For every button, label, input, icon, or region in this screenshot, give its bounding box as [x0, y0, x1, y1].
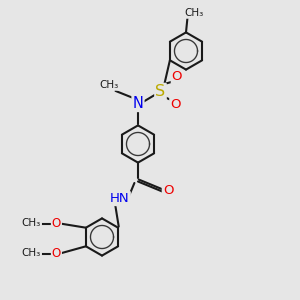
- Text: O: O: [163, 184, 173, 197]
- Text: CH₃: CH₃: [100, 80, 119, 90]
- Text: CH₃: CH₃: [22, 218, 41, 229]
- Text: S: S: [155, 84, 166, 99]
- Text: O: O: [172, 70, 182, 83]
- Text: O: O: [170, 98, 181, 112]
- Text: HN: HN: [110, 192, 130, 205]
- Text: O: O: [52, 247, 61, 260]
- Text: N: N: [133, 96, 143, 111]
- Text: CH₃: CH₃: [185, 8, 204, 18]
- Text: O: O: [52, 217, 61, 230]
- Text: CH₃: CH₃: [22, 248, 41, 259]
